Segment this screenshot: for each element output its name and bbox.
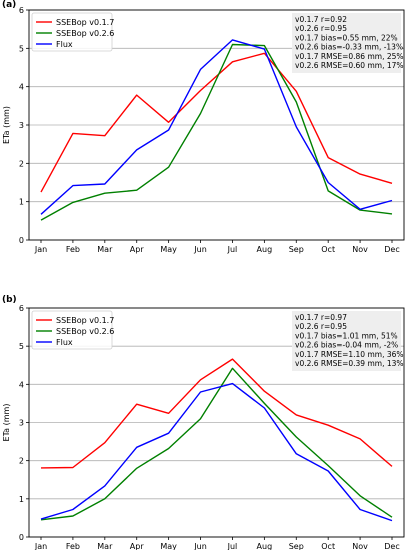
x-tick-label: Aug (257, 245, 273, 254)
x-tick-label: Mar (97, 245, 113, 254)
series-line-ssebop-v0-2-6 (40, 43, 393, 221)
y-axis-title: ETa (mm) (2, 404, 11, 442)
x-tick-label: May (160, 245, 177, 254)
y-tick-label: 3 (19, 419, 24, 428)
x-tick-label: Feb (66, 245, 80, 254)
y-tick-label: 2 (19, 159, 24, 168)
x-tick-label: Nov (352, 245, 368, 254)
stats-line: v0.2.6 r=0.95 (295, 24, 347, 33)
x-tick-label: Sep (289, 542, 304, 550)
x-tick-label: Sep (289, 245, 304, 254)
y-tick-label: 4 (19, 380, 24, 389)
panel-label: (b) (2, 295, 17, 305)
stats-line: v0.1.7 bias=1.01 mm, 51% (295, 331, 398, 340)
y-tick-label: 0 (19, 533, 24, 542)
y-tick-label: 4 (19, 83, 24, 92)
y-tick-label: 2 (19, 457, 24, 466)
x-tick-label: Feb (66, 542, 80, 550)
legend-entry: Flux (56, 338, 73, 347)
x-tick-label: Jan (34, 245, 47, 254)
stats-line: v0.2.6 RMSE=0.39 mm, 13% (295, 359, 404, 368)
plot-frame (28, 9, 405, 241)
stats-line: v0.2.6 r=0.95 (295, 322, 347, 331)
y-axis-title: ETa (mm) (2, 106, 11, 144)
x-tick-label: Mar (97, 542, 113, 550)
legend-entry: SSEBop v0.2.6 (56, 327, 114, 336)
x-tick-label: Jun (193, 542, 207, 550)
x-tick-label: Apr (130, 245, 145, 254)
series-line-flux (40, 39, 393, 215)
y-tick-label: 6 (19, 304, 24, 313)
series-line-flux (40, 382, 393, 522)
x-tick-label: Jun (193, 245, 207, 254)
x-tick-label: Oct (321, 245, 335, 254)
x-tick-label: Nov (352, 542, 368, 550)
legend-entry: SSEBop v0.1.7 (56, 18, 114, 27)
y-tick-label: 1 (19, 198, 24, 207)
panel-label: (a) (2, 0, 16, 10)
y-tick-label: 5 (19, 44, 24, 53)
legend-entry: SSEBop v0.2.6 (56, 29, 114, 38)
stats-line: v0.1.7 r=0.97 (295, 313, 347, 322)
x-tick-label: Jul (227, 245, 238, 254)
x-tick-label: Jan (34, 542, 47, 550)
stats-line: v0.2.6 RMSE=0.60 mm, 17% (295, 61, 404, 70)
series-line-ssebop-v0-2-6 (40, 367, 393, 521)
y-tick-label: 1 (19, 495, 24, 504)
plot-frame (28, 307, 405, 538)
x-tick-label: Dec (384, 542, 399, 550)
x-tick-label: Dec (384, 245, 399, 254)
y-tick-label: 6 (19, 6, 24, 15)
stats-background (292, 13, 401, 73)
legend: SSEBop v0.1.7 SSEBop v0.2.6 Flux (31, 12, 114, 52)
legend: SSEBop v0.1.7 SSEBop v0.2.6 Flux (31, 310, 114, 350)
series-line-ssebop-v0-1-7 (40, 358, 393, 469)
x-tick-label: Oct (321, 542, 335, 550)
chart-panel-b: (b) 0 1 2 3 4 5 6 Jan Feb Mar Apr May Jun Jul Aug Sep Oct… (2, 295, 405, 550)
x-tick-label: Jul (227, 542, 238, 550)
legend-entry: Flux (56, 40, 73, 49)
chart-panel-a: (a) 0 1 2 3 4 5 6 Jan Feb Mar Apr May Jun Jul Aug Sep Oct… (2, 0, 405, 254)
x-tick-label: Aug (257, 542, 273, 550)
stats-line: v0.1.7 RMSE=1.10 mm, 36% (295, 350, 404, 359)
legend-entry: SSEBop v0.1.7 (56, 316, 114, 325)
y-tick-label: 5 (19, 342, 24, 351)
stats-line: v0.2.6 bias=-0.33 mm, -13% (295, 43, 403, 52)
stats-background (292, 311, 401, 371)
x-tick-label: Apr (130, 542, 145, 550)
stats-line: v0.1.7 RMSE=0.86 mm, 25% (295, 52, 404, 61)
stats-line: v0.1.7 bias=0.55 mm, 22% (295, 33, 398, 42)
y-tick-label: 0 (19, 236, 24, 245)
stats-line: v0.1.7 r=0.92 (295, 15, 347, 24)
x-tick-label: May (160, 542, 177, 550)
stats-line: v0.2.6 bias=-0.04 mm, -2% (295, 341, 398, 350)
series-line-ssebop-v0-1-7 (40, 52, 393, 193)
y-tick-label: 3 (19, 121, 24, 130)
